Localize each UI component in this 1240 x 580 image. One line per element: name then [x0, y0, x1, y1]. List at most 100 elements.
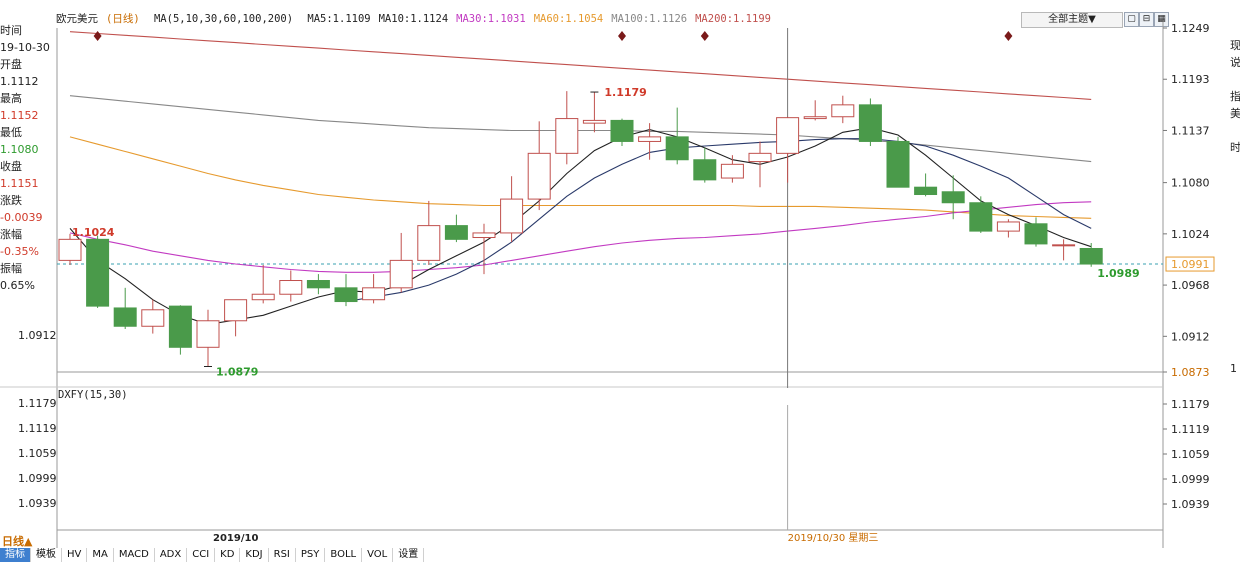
ma30-line — [69, 201, 1092, 273]
tab-rsi[interactable]: RSI — [269, 548, 296, 562]
high-label: 1.1179 — [604, 86, 646, 99]
tab-设置[interactable]: 设置 — [393, 548, 425, 562]
tab-ma[interactable]: MA — [87, 548, 114, 562]
indicator-tabs: 指标 模板 HV MA MACD ADX CCI KD KDJ RSI PSY BOLL VOL 设置 — [0, 548, 1000, 562]
ma-value: MA30:1.1031 — [456, 13, 526, 25]
ma200-line — [69, 31, 1092, 100]
candle-body — [831, 104, 855, 118]
candle-body — [720, 163, 744, 179]
info-row: 1.1152 — [0, 109, 39, 122]
tab-模板[interactable]: 模板 — [31, 548, 62, 562]
sub-axis-label: 1.1119 — [1171, 423, 1210, 436]
axis-tick-label: 1.1137 — [1171, 124, 1210, 137]
candle-body — [969, 202, 993, 232]
edge-char: 美 — [1230, 107, 1240, 120]
candle-body — [776, 117, 800, 154]
signal-marker-icon — [93, 31, 102, 41]
candle-body — [334, 287, 358, 303]
candle-body — [582, 119, 606, 124]
tab-adx[interactable]: ADX — [155, 548, 188, 562]
candle-body — [610, 119, 634, 142]
ma-value: MA200:1.1199 — [695, 13, 771, 25]
info-row: 最高 — [0, 92, 22, 105]
info-row: 0.65% — [0, 279, 35, 292]
candle-body — [113, 307, 137, 327]
signal-marker-icon — [700, 31, 709, 41]
signal-marker-icon — [618, 31, 626, 41]
tab-hv[interactable]: HV — [62, 548, 88, 562]
sub-axis-label: 1.0999 — [1171, 473, 1210, 486]
candle-body — [996, 221, 1020, 232]
x-month-label: 2019/10 — [213, 533, 258, 544]
restore-icon[interactable]: ▢ — [1124, 12, 1139, 27]
edge-char: 时 — [1230, 141, 1240, 154]
ma-params[interactable]: MA(5,10,30,60,100,200) — [153, 13, 294, 25]
ma5-line — [69, 127, 1092, 325]
edge-char: 1 — [1230, 362, 1237, 375]
info-row: 19-10-30 — [0, 41, 50, 54]
candle-body — [1024, 223, 1048, 245]
ma60-line — [69, 136, 1092, 219]
axis-tick-label: 1.1080 — [1171, 177, 1210, 190]
sub-left-tick: 1.0999 — [18, 472, 57, 485]
tab-指标[interactable]: 指标 — [0, 548, 31, 562]
candle-body — [444, 225, 468, 240]
signal-marker-icon — [1004, 31, 1013, 41]
candle-body — [224, 299, 248, 322]
candle-body — [638, 136, 662, 142]
candle-body — [803, 116, 827, 120]
candle-body — [858, 104, 882, 142]
info-row: 开盘 — [0, 58, 22, 71]
info-row: -0.35% — [0, 245, 39, 258]
edge-char: 现 — [1230, 39, 1240, 52]
edge-char: 指 — [1230, 90, 1240, 103]
candle-body — [1079, 247, 1103, 265]
candle-body — [1052, 244, 1076, 247]
tile-icon[interactable]: ⊟ — [1139, 12, 1154, 27]
theme-dropdown[interactable]: 全部主题▼ — [1021, 12, 1123, 28]
ma-value: MA60:1.1054 — [533, 13, 604, 25]
tab-vol[interactable]: VOL — [362, 548, 394, 562]
current-price-label: 1.0991 — [1171, 258, 1210, 271]
tab-kd[interactable]: KD — [215, 548, 241, 562]
sub-axis-label: 1.1059 — [1171, 448, 1210, 461]
candle-body — [665, 136, 689, 161]
info-row: 时间 — [0, 24, 22, 37]
candle-body — [472, 232, 496, 239]
symbol-name: 欧元美元 — [56, 13, 98, 25]
edge-char: 说 — [1230, 56, 1240, 69]
candle-body — [168, 305, 192, 348]
candle-body — [251, 293, 275, 301]
candle-body — [527, 152, 551, 200]
price-chart[interactable]: 1.1249 1.1193 1.1137 1.1080 1.1024 1.0968 1.09… — [0, 0, 1240, 548]
info-row: -0.0039 — [0, 211, 43, 224]
tab-cci[interactable]: CCI — [187, 548, 216, 562]
info-row: 涨幅 — [0, 228, 22, 241]
info-panel: 时间 19-10-30 开盘 1.1112 最高 1.1152 最低 1.1080 收盘 1.11… — [0, 22, 56, 294]
period-button[interactable]: 日线▲ — [2, 535, 33, 548]
grid-icon[interactable]: ▦ — [1154, 12, 1169, 27]
candle-body — [306, 280, 330, 289]
tab-kdj[interactable]: KDJ — [240, 548, 269, 562]
info-row: 收盘 — [0, 160, 22, 173]
ma-values: MA5:1.1109 MA10:1.1124 MA30:1.1031 MA60:1.1… — [307, 13, 779, 25]
ma-value: MA10:1.1124 — [378, 13, 449, 25]
candle-body — [693, 159, 717, 181]
side-panel-edge: 现说指美时 1 — [1230, 20, 1240, 377]
current-price-box — [1165, 256, 1215, 272]
candle-body — [941, 191, 965, 204]
tab-macd[interactable]: MACD — [114, 548, 155, 562]
tab-boll[interactable]: BOLL — [325, 548, 363, 562]
candle-body — [196, 320, 220, 348]
candle-body — [279, 280, 303, 295]
tab-psy[interactable]: PSY — [296, 548, 326, 562]
x-cursor-label: 2019/10/30 星期三 — [788, 532, 879, 544]
sub-left-tick: 1.1059 — [18, 447, 57, 460]
ma-header: 欧元美元 (日线) MA(5,10,30,60,100,200) MA5:1.11… — [56, 11, 787, 27]
ma-value: MA100:1.1126 — [611, 13, 688, 25]
candle-body — [417, 225, 441, 261]
candle-body — [389, 259, 413, 289]
sub-indicator-title[interactable]: DXFY(15,30) — [58, 389, 128, 401]
info-row: 1.1151 — [0, 177, 39, 190]
candle-body — [58, 238, 82, 261]
